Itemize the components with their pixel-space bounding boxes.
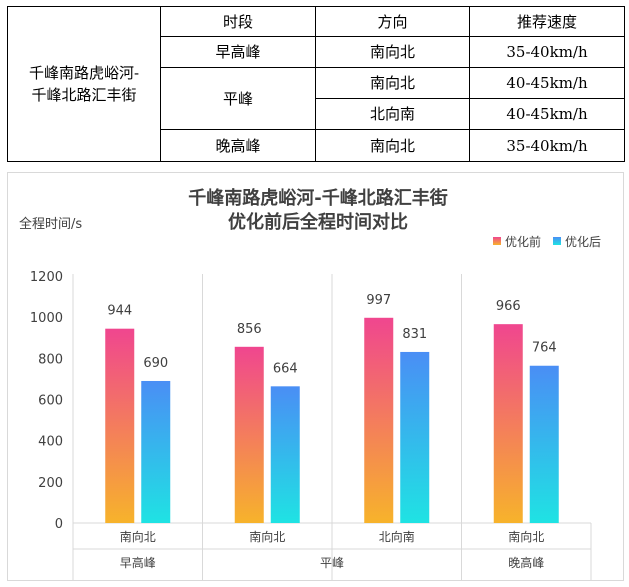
y-tick-label: 200 [38,476,63,491]
bar-优化前 [105,328,135,523]
direction-cell: 南向北 [315,36,470,68]
data-label: 664 [273,361,298,376]
direction-cell: 北向南 [315,98,470,130]
y-tick-label: 800 [38,352,63,367]
speed-cell: 40-45km/h [469,98,625,130]
category-label: 北向南 [379,529,415,544]
speed-cell: 35-40km/h [469,129,625,162]
y-tick-label: 0 [55,517,63,532]
y-tick-label: 1000 [30,311,63,326]
data-label: 966 [496,299,521,314]
data-label: 690 [143,356,168,371]
group-label: 晚高峰 [508,555,544,570]
data-label: 997 [366,293,391,308]
chart-title-line1: 千峰南路虎峪河-千峰北路汇丰街 [188,187,447,209]
period-cell: 早高峰 [160,36,316,68]
group-label: 早高峰 [120,555,156,570]
data-label: 856 [237,322,262,337]
bar-优化前 [493,324,523,523]
chart-title-line2: 优化前后全程时间对比 [228,211,408,233]
data-label: 944 [107,304,132,319]
data-label: 764 [532,341,557,356]
bar-优化后 [141,380,171,523]
bar-优化前 [364,317,394,523]
speed-cell: 35-40km/h [469,36,625,68]
y-tick-label: 400 [38,435,63,450]
header-speed: 推荐速度 [469,6,625,37]
period-cell: 晚高峰 [160,129,316,162]
category-label: 南向北 [508,529,544,544]
category-label: 南向北 [249,529,285,544]
legend: 优化前 优化后 [493,234,601,249]
data-label: 831 [402,327,427,342]
header-period: 时段 [160,6,316,37]
plot-area: 0 200 400 600 800 1000 1200 944 690 南向北 856 664 南向北 9… [30,270,592,580]
period-cell: 平峰 [160,67,316,130]
bar-优化前 [234,346,264,523]
speed-table: 千峰南路虎峪河- 千峰北路汇丰街 时段 方向 推荐速度 早高峰 南向北 35-4… [7,6,625,162]
legend-swatch [553,237,561,245]
y-tick-label: 1200 [30,270,63,285]
legend-swatch [493,237,501,245]
category-label: 南向北 [120,529,156,544]
header-direction: 方向 [315,6,470,37]
bar-优化后 [270,386,300,523]
route-name-line2: 千峰北路汇丰街 [31,86,137,104]
route-name-line1: 千峰南路虎峪河- [28,64,140,82]
direction-cell: 南向北 [315,129,470,162]
legend-label: 优化前 [505,234,541,249]
y-tick-label: 600 [38,394,63,409]
route-cell: 千峰南路虎峪河- 千峰北路汇丰街 [7,6,161,162]
y-axis-label: 全程时间/s [19,216,82,232]
legend-label: 优化后 [565,235,601,249]
bar-优化后 [400,351,430,523]
bar-chart: 千峰南路虎峪河-千峰北路汇丰街 优化前后全程时间对比 全程时间/s 优化前 优化后… [19,187,601,580]
direction-cell: 南向北 [315,67,470,99]
chart-area: 千峰南路虎峪河-千峰北路汇丰街 优化前后全程时间对比 全程时间/s 优化前 优化后… [7,172,624,581]
bar-优化后 [529,365,559,523]
speed-cell: 40-45km/h [469,67,625,99]
group-label: 平峰 [320,556,344,570]
